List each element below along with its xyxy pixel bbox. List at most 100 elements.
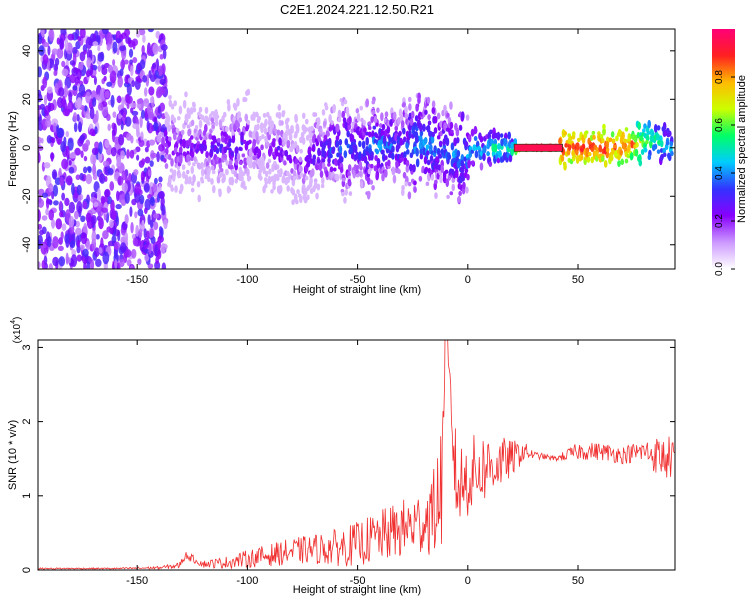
spectrogram-cell: [290, 126, 294, 134]
spectrogram-cell: [662, 152, 667, 158]
spectrogram-cell: [225, 170, 229, 175]
spectrogram-cell: [143, 87, 148, 97]
spectrogram-cell: [98, 247, 103, 254]
spectrogram-cell: [177, 116, 181, 121]
spectrogram-cell: [395, 161, 399, 169]
spectrogram-cell: [160, 243, 166, 254]
spectrogram-cell: [431, 162, 435, 171]
spectrogram-cell: [102, 160, 110, 167]
spectrogram-cell: [44, 118, 52, 128]
spectrogram-cell: [146, 120, 150, 132]
spectrogram-cell: [101, 207, 108, 213]
spectrogram-cell: [412, 164, 416, 173]
spectrogram-cell: [132, 57, 138, 64]
spectrogram-cell: [121, 170, 127, 181]
spectrogram-cell: [473, 136, 478, 142]
spectrogram-cell: [95, 109, 99, 123]
spectrogram-cell: [415, 103, 419, 112]
spectrogram-cell: [394, 132, 398, 142]
spectrogram-cell: [370, 116, 374, 123]
spectrogram-cell: [119, 242, 127, 253]
spectrogram-cell: [85, 212, 92, 223]
spectrogram-cell: [321, 158, 326, 163]
spectrogram-cell: [465, 186, 469, 194]
spectrogram-cell: [367, 121, 372, 126]
spectrogram-cell: [94, 141, 100, 149]
spectrogram-cell: [234, 146, 239, 156]
spectrogram-cell: [309, 138, 313, 145]
spectrogram-cell: [94, 126, 98, 135]
spectrogram-cell: [261, 134, 265, 140]
spectrogram-cells: [38, 29, 674, 269]
spectrogram-cell: [575, 155, 580, 164]
spectrogram-cell: [642, 128, 646, 133]
snr-x-tick-label: 0: [465, 575, 471, 587]
spectrogram-cell: [266, 111, 270, 118]
spectrogram-cell: [86, 48, 91, 61]
spectrogram-cell: [182, 99, 187, 109]
spectrogram-cell: [91, 230, 97, 244]
spectrogram-cell: [387, 153, 392, 158]
spectrogram-cell: [245, 90, 249, 96]
spectrogram-cell: [358, 160, 363, 169]
spectrogram-cell: [667, 152, 671, 160]
spectrogram-cell: [151, 63, 157, 70]
spectrogram-cell: [68, 160, 72, 166]
spectrogram-cell: [234, 178, 239, 184]
snr-series: [38, 340, 675, 570]
spectrogram-cell: [65, 175, 73, 186]
spectrogram-cell: [61, 158, 69, 170]
spectrogram-cell: [48, 263, 53, 269]
spectrogram-cell: [425, 150, 430, 156]
spectrogram-cell: [61, 95, 66, 109]
spectrogram-cell: [125, 249, 132, 258]
spectrogram-cell: [403, 151, 407, 158]
spectrogram-cell: [76, 184, 82, 196]
spectrogram-cell: [376, 107, 380, 113]
spectrogram-cell: [362, 119, 366, 126]
spectrogram-cell: [590, 147, 595, 153]
spectrogram-cell: [497, 142, 501, 150]
spectrogram-cell: [374, 155, 378, 162]
spectrogram-cell: [656, 133, 660, 140]
spectrogram-cell: [656, 125, 661, 131]
spectrogram-cell: [434, 179, 438, 185]
spectrogram-cell: [292, 176, 297, 181]
spectrogram-cell: [243, 164, 247, 169]
spectrogram-cell: [405, 142, 409, 149]
spectrogram-cell: [132, 123, 139, 129]
spectrogram-cell: [120, 199, 125, 206]
spectrogram-cell: [662, 147, 667, 155]
spectrogram-cell: [174, 185, 178, 193]
spectrogram-cell: [83, 261, 87, 269]
spectrogram-cell: [129, 206, 133, 217]
spectrogram-cell: [310, 125, 314, 132]
spectrogram-cell: [344, 121, 348, 130]
spectrogram-cell: [457, 196, 461, 203]
spectrogram-cell: [144, 207, 148, 214]
spectrogram-cell: [210, 117, 215, 123]
spectrogram-cell: [87, 166, 92, 174]
spectrogram-cell: [68, 216, 75, 228]
spectrogram-cell: [400, 157, 404, 162]
spectrogram-cell: [159, 53, 164, 60]
spectrogram-cell: [466, 173, 470, 181]
spectrogram-cell: [163, 129, 168, 137]
spectrogram-cell: [152, 43, 159, 55]
spectrogram-cell: [79, 51, 86, 62]
figure-title: C2E1.2024.221.12.50.R21: [280, 2, 434, 17]
spectrogram-cell: [265, 141, 270, 147]
spectrogram-cell: [273, 160, 277, 167]
spectrogram-cell: [256, 123, 260, 131]
spectrogram-cell: [433, 145, 437, 154]
spectrogram-cell: [38, 223, 43, 230]
spectrogram-cell: [268, 115, 272, 123]
spectrogram-cell: [65, 130, 70, 138]
spectrogram-cell: [115, 215, 119, 227]
spectrogram-cell: [451, 178, 456, 184]
spectrogram-cell: [461, 175, 465, 182]
spectrogram-cell: [313, 112, 318, 117]
spectrogram-cell: [240, 181, 245, 187]
spectrogram-cell: [76, 114, 80, 122]
spectrogram-cell: [653, 123, 658, 133]
